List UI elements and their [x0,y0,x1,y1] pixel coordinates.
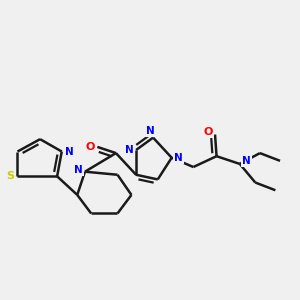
Text: N: N [125,145,134,155]
Text: S: S [7,171,15,181]
Text: N: N [65,146,74,157]
Text: O: O [86,142,95,152]
Text: N: N [146,126,154,136]
Text: O: O [203,127,213,137]
Text: N: N [74,165,83,175]
Text: N: N [242,157,251,166]
Text: N: N [174,153,183,163]
